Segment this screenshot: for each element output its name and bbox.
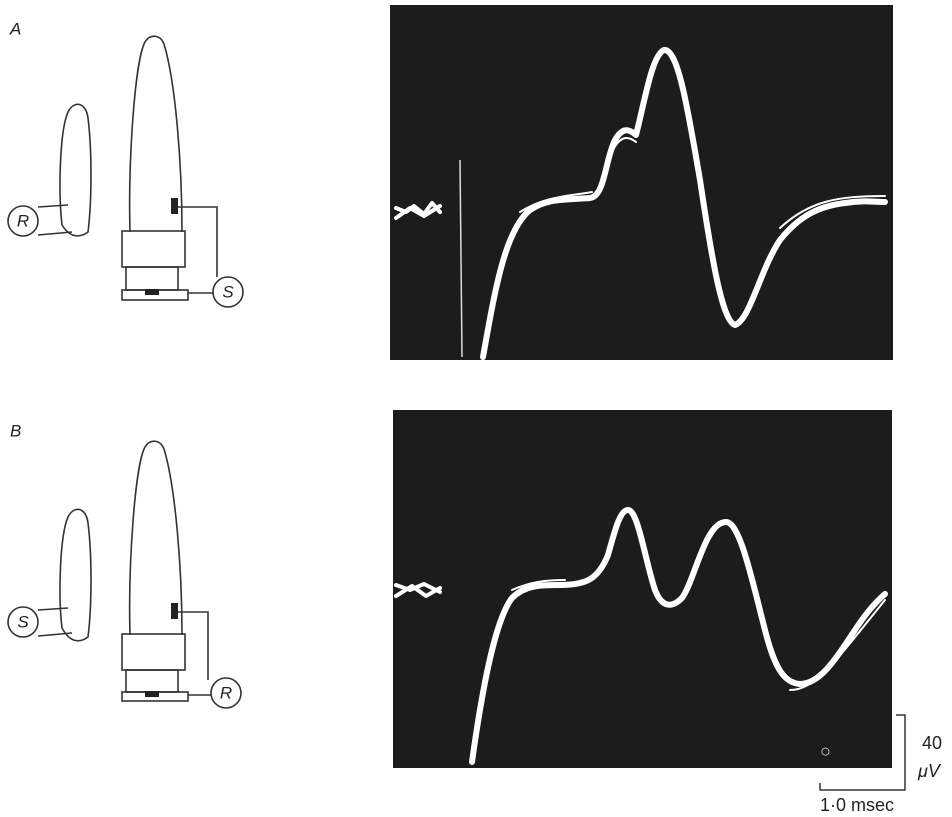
cuff: [122, 231, 185, 267]
cuff: [122, 634, 185, 670]
panel-label: B: [10, 421, 21, 440]
figure: A R S B S: [0, 0, 952, 817]
electrode-pad: [145, 289, 159, 295]
electrode-label: S: [17, 612, 29, 631]
cuff: [126, 267, 178, 290]
diagram: S R: [8, 441, 241, 708]
page: A R S B S: [0, 0, 952, 817]
electrode-pad: [145, 691, 159, 697]
panel-a: A R S: [8, 5, 893, 360]
panel-b: B S R ○: [8, 410, 892, 768]
oscilloscope-screen: [393, 410, 892, 768]
scale-amplitude: 40: [922, 733, 942, 753]
small-finger: [60, 104, 91, 236]
electrode-label: R: [220, 683, 232, 702]
cuff: [126, 670, 178, 692]
electrode-label: R: [17, 211, 29, 230]
screen-mark: ○: [820, 741, 831, 761]
electrode-pad: [171, 603, 178, 619]
wire: [178, 612, 212, 695]
diagram: R S: [8, 36, 243, 307]
small-finger: [60, 509, 91, 640]
oscilloscope-screen: [390, 5, 893, 360]
wire: [38, 608, 72, 636]
wire: [178, 207, 217, 293]
panel-label: A: [9, 19, 21, 38]
electrode-pad: [171, 198, 178, 214]
scale-time: 1·0 msec: [820, 795, 894, 815]
scale-amplitude-unit: μV: [917, 761, 942, 781]
electrode-label: S: [222, 282, 234, 301]
